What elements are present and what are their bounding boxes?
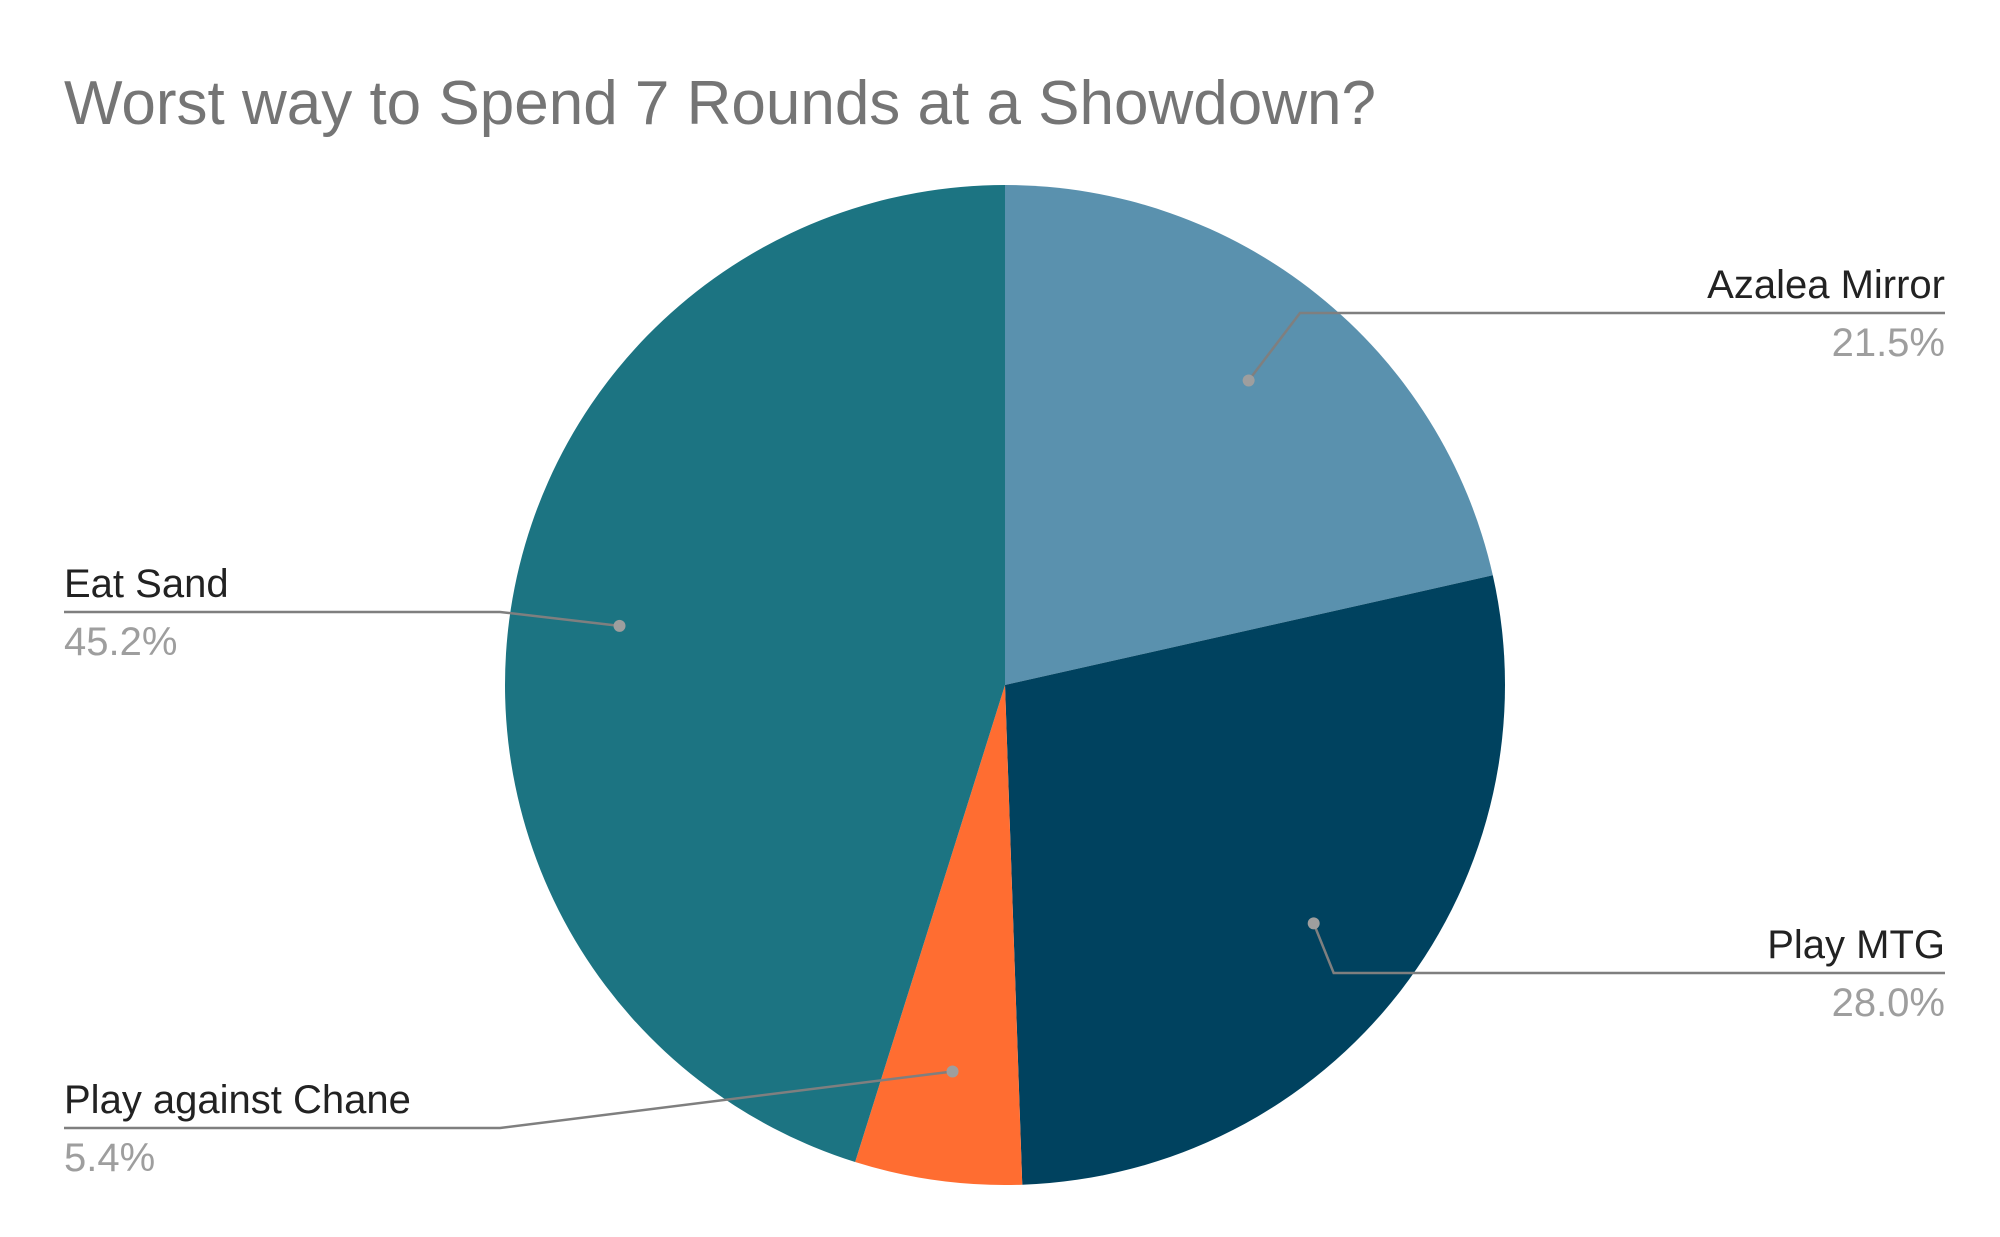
pie-slices [504,184,1505,1185]
leader-dot-play-against-chane [946,1065,959,1078]
slice-value-azalea-mirror: 21.5% [1832,321,1945,365]
pie-slice-eat-sand [504,185,1005,1163]
leader-line-eat-sand [64,610,620,628]
slice-label-play-mtg: Play MTG [1767,923,1945,967]
slice-value-play-mtg: 28.0% [1832,981,1945,1025]
leader-dot-eat-sand [613,619,626,632]
pie-slice-azalea-mirror [1005,184,1493,685]
leader-lines [64,311,1945,1130]
chart-title: Worst way to Spend 7 Rounds at a Showdow… [64,69,1376,138]
leader-dot-play-mtg [1307,917,1320,930]
leader-line-play-against-chane [64,1070,953,1130]
slice-value-eat-sand: 45.2% [64,620,177,664]
pie-slice-play-against-chane [855,685,1023,1185]
leader-line-play-mtg [1312,922,1945,975]
slice-label-play-against-chane: Play against Chane [64,1078,411,1122]
slice-label-eat-sand: Eat Sand [64,562,229,606]
pie-slice-play-mtg [1005,575,1505,1185]
slice-label-azalea-mirror: Azalea Mirror [1707,263,1945,307]
leader-line-azalea-mirror [1247,311,1945,382]
slice-value-play-against-chane: 5.4% [64,1136,155,1180]
leader-dot-azalea-mirror [1242,374,1255,387]
slice-labels: Azalea Mirror 21.5% Play MTG 28.0% Play agai… [64,263,1945,1180]
